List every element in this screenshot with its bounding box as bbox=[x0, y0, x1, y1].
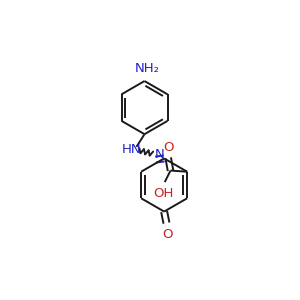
Text: OH: OH bbox=[153, 187, 174, 200]
Text: HN: HN bbox=[122, 143, 142, 156]
Text: NH₂: NH₂ bbox=[134, 62, 159, 75]
Text: O: O bbox=[162, 228, 173, 241]
Text: N: N bbox=[155, 148, 165, 161]
Text: O: O bbox=[163, 141, 173, 154]
